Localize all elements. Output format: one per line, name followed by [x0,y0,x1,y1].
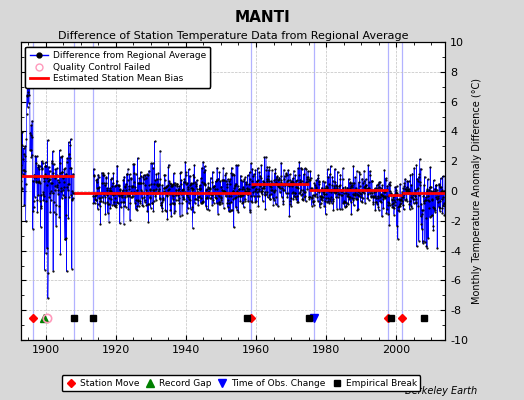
Title: Difference of Station Temperature Data from Regional Average: Difference of Station Temperature Data f… [58,31,408,41]
Y-axis label: Monthly Temperature Anomaly Difference (°C): Monthly Temperature Anomaly Difference (… [473,78,483,304]
Text: MANTI: MANTI [234,10,290,25]
Legend: Station Move, Record Gap, Time of Obs. Change, Empirical Break: Station Move, Record Gap, Time of Obs. C… [62,375,420,392]
Legend: Difference from Regional Average, Quality Control Failed, Estimated Station Mean: Difference from Regional Average, Qualit… [26,46,210,88]
Text: Berkeley Earth: Berkeley Earth [405,386,477,396]
